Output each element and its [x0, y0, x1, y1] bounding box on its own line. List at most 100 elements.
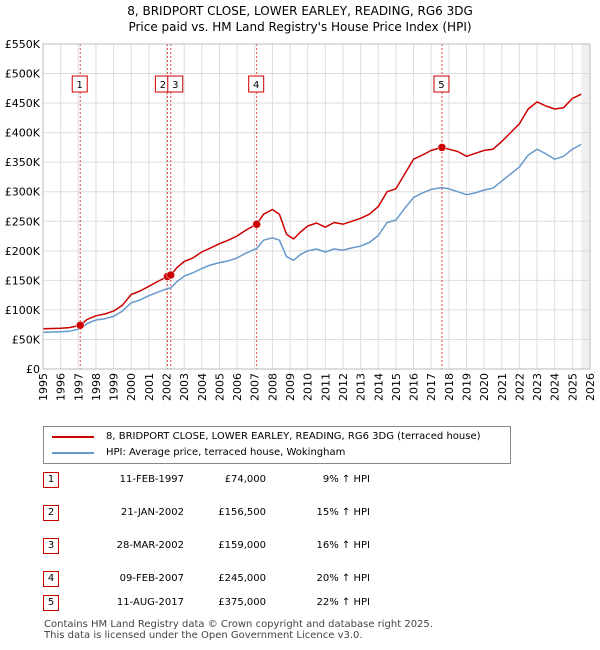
y-tick-label: £250K	[5, 215, 41, 228]
x-tick-label: 2000	[125, 373, 138, 401]
x-tick-label: 2010	[302, 373, 315, 401]
x-tick-label: 2012	[337, 373, 350, 401]
x-tick-label: 2002	[161, 373, 174, 401]
x-tick-label: 1997	[72, 373, 85, 401]
sale-marker-dot	[437, 143, 447, 152]
x-tick-label: 1998	[90, 373, 103, 401]
sale-marker-box	[248, 75, 265, 93]
projection-shade	[581, 44, 590, 369]
sale-number-badge: 2	[43, 505, 59, 521]
plot-frame	[42, 43, 591, 370]
footer-licence: This data is licensed under the Open Gov…	[44, 630, 363, 641]
hpi-line	[42, 143, 582, 334]
sale-date: 09-FEB-2007	[119, 573, 184, 584]
sale-number-badge: 3	[43, 538, 59, 554]
y-tick-label: £100K	[5, 304, 41, 317]
x-tick-label: 2026	[584, 373, 597, 401]
sale-row: 4 09-FEB-2007 £245,000 20% ↑ HPI	[0, 567, 600, 591]
x-tick-label: 2022	[513, 373, 526, 401]
sale-date: 21-JAN-2002	[120, 507, 184, 518]
y-tick-label: £300K	[5, 186, 41, 199]
x-tick-label: 2006	[231, 373, 244, 401]
footer-copyright: Contains HM Land Registry data © Crown c…	[44, 619, 433, 630]
y-tick-label: £150K	[5, 274, 41, 287]
sale-marker-box	[167, 75, 184, 93]
x-tick-label: 2018	[443, 373, 456, 401]
legend-swatch-hpi	[52, 452, 94, 454]
sale-marker-box	[71, 75, 88, 93]
x-tick-label: 2008	[266, 373, 279, 401]
y-tick-label: £450K	[5, 97, 41, 110]
legend-swatch-price	[52, 436, 94, 438]
sale-markers	[75, 143, 447, 330]
x-tick-label: 2019	[460, 373, 473, 401]
x-tick-label: 2001	[143, 373, 156, 401]
sale-marker-label: 4	[253, 80, 259, 91]
sale-date: 28-MAR-2002	[116, 540, 184, 551]
axes: £0 £50K £100K £150K £200K £250K £300K £350K £400…	[5, 38, 597, 401]
chart-title: 8, BRIDPORT CLOSE, LOWER EARLEY, READING…	[127, 4, 473, 18]
x-tick-label: 2009	[284, 373, 297, 401]
x-tick-label: 2020	[478, 373, 491, 401]
legend-label-hpi: HPI: Average price, terraced house, Woki…	[106, 447, 346, 458]
sale-marker-dot	[252, 219, 261, 229]
y-tick-label: £0	[26, 363, 40, 376]
legend: 8, BRIDPORT CLOSE, LOWER EARLEY, READING…	[43, 426, 511, 464]
sale-marker-label: 2	[160, 80, 166, 91]
x-tick-label: 2005	[213, 373, 226, 401]
x-tick-label: 2024	[549, 373, 562, 401]
y-tick-label: £500K	[5, 68, 41, 81]
x-tick-label: 2011	[319, 373, 332, 401]
sale-price: £245,000	[218, 573, 266, 584]
x-tick-label: 1996	[55, 373, 68, 401]
sale-hpi-change: 9% ↑ HPI	[322, 474, 370, 485]
sale-date: 11-FEB-1997	[119, 474, 184, 485]
sale-price: £156,500	[218, 507, 266, 518]
x-tick-label: 2004	[196, 373, 209, 401]
footer: Contains HM Land Registry data © Crown c…	[44, 619, 433, 641]
sale-date: 11-AUG-2017	[116, 597, 184, 608]
sale-number-badge: 1	[43, 472, 59, 488]
sale-marker-label: 1	[77, 80, 83, 91]
sale-price: £159,000	[218, 540, 266, 551]
sale-marker-dot	[75, 321, 85, 330]
chart-subtitle: Price paid vs. HM Land Registry's House …	[128, 20, 472, 34]
legend-label-price: 8, BRIDPORT CLOSE, LOWER EARLEY, READING…	[106, 431, 481, 442]
x-tick-label: 2013	[355, 373, 368, 401]
sale-marker-label: 5	[438, 80, 444, 91]
y-tick-label: £400K	[5, 127, 41, 140]
series	[42, 93, 582, 334]
x-tick-label: 1995	[37, 373, 50, 401]
sale-hpi-change: 15% ↑ HPI	[316, 507, 370, 518]
x-tick-label: 2015	[390, 373, 403, 401]
sale-row: 5 11-AUG-2017 £375,000 22% ↑ HPI	[0, 591, 600, 615]
y-tick-label: £50K	[12, 333, 41, 346]
x-tick-label: 2003	[178, 373, 191, 401]
sale-hpi-change: 20% ↑ HPI	[316, 573, 370, 584]
sale-row: 2 21-JAN-2002 £156,500 15% ↑ HPI	[0, 501, 600, 525]
sale-number-badge: 5	[43, 595, 59, 611]
sale-price: £375,000	[218, 597, 266, 608]
y-tick-label: £550K	[5, 38, 41, 51]
x-tick-label: 2017	[425, 373, 438, 401]
plot-background	[43, 44, 590, 369]
y-tick-label: £350K	[5, 156, 41, 169]
sale-marker-box	[433, 75, 450, 93]
sale-row: 1 11-FEB-1997 £74,000 9% ↑ HPI	[0, 468, 600, 492]
x-tick-label: 2007	[249, 373, 262, 401]
grid	[42, 43, 591, 370]
price-paid-line	[42, 93, 582, 330]
x-tick-label: 2014	[372, 373, 385, 401]
x-tick-label: 2016	[408, 373, 421, 401]
sale-hpi-change: 22% ↑ HPI	[316, 597, 370, 608]
y-tick-label: £200K	[5, 245, 41, 258]
sale-price: £74,000	[224, 474, 266, 485]
sale-marker-label: 3	[172, 80, 178, 91]
x-tick-label: 2023	[531, 373, 544, 401]
sale-row: 3 28-MAR-2002 £159,000 16% ↑ HPI	[0, 534, 600, 558]
sale-number-badge: 4	[43, 571, 59, 587]
x-tick-label: 2025	[566, 373, 579, 401]
sale-hpi-change: 16% ↑ HPI	[316, 540, 370, 551]
